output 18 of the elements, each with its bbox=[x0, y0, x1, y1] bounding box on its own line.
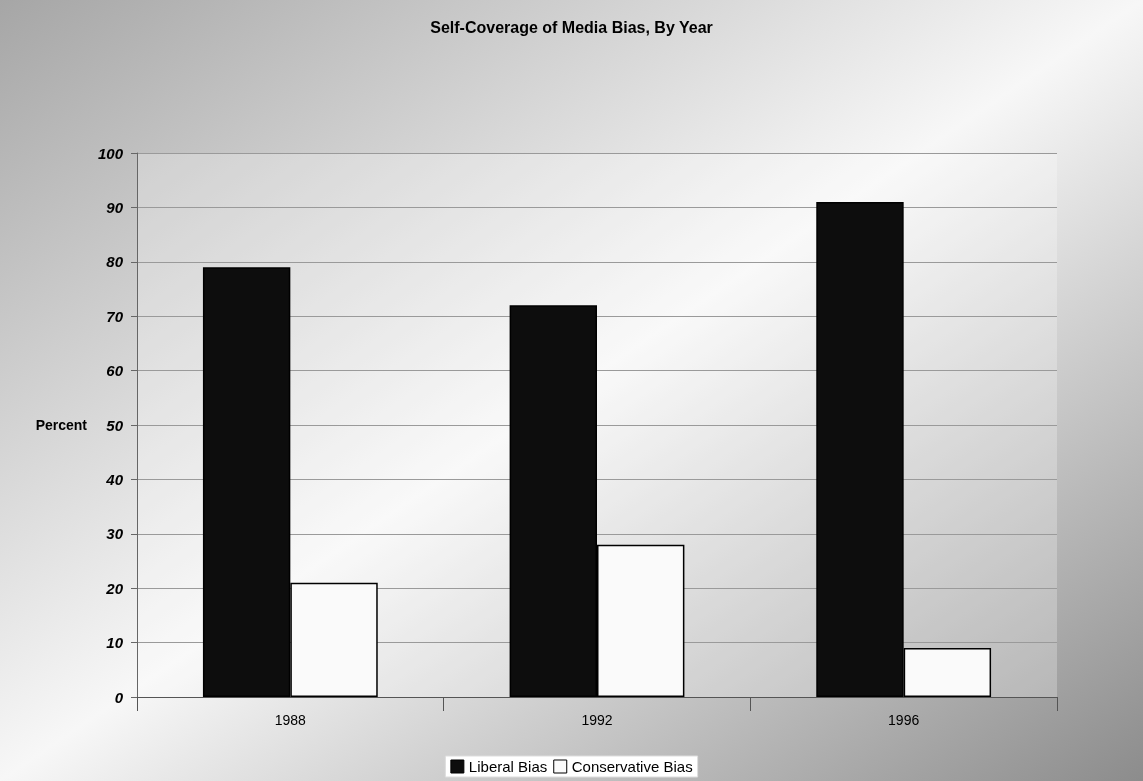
legend-label: Conservative Bias bbox=[571, 758, 693, 775]
y-tick-label: 100 bbox=[97, 144, 124, 162]
y-tick-label: 10 bbox=[106, 634, 124, 652]
y-tick-label: 70 bbox=[106, 307, 124, 325]
y-tick-label: 20 bbox=[105, 579, 124, 597]
y-tick-label: 0 bbox=[114, 688, 124, 706]
y-tick-label: 40 bbox=[105, 470, 124, 488]
y-tick-label: 30 bbox=[106, 525, 124, 543]
y-tick-label: 60 bbox=[106, 362, 124, 380]
x-tick-label: 1988 bbox=[274, 712, 307, 728]
y-axis-title: Percent bbox=[35, 417, 88, 433]
y-tick-label: 80 bbox=[106, 253, 124, 271]
y-tick-label: 50 bbox=[106, 416, 124, 434]
legend-label: Liberal Bias bbox=[468, 758, 548, 775]
y-tick-label: 90 bbox=[106, 198, 124, 216]
x-tick-label: 1996 bbox=[888, 712, 920, 728]
chart-title: Self-Coverage of Media Bias, By Year bbox=[430, 18, 713, 36]
x-tick-label: 1992 bbox=[581, 712, 613, 728]
